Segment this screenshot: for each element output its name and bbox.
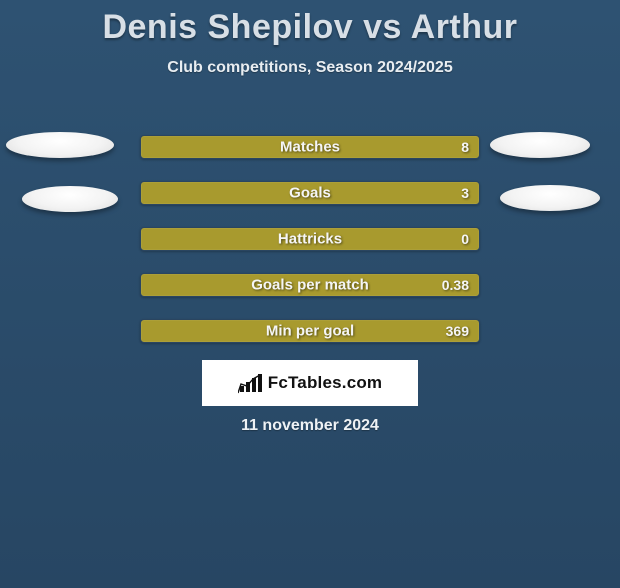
ellipse-right-0 [490, 132, 590, 158]
stat-value: 3 [461, 185, 469, 201]
footer-date: 11 november 2024 [0, 417, 620, 435]
stat-row-matches: Matches 8 [140, 135, 480, 159]
branding-text: FcTables.com [268, 373, 383, 393]
stat-label: Goals [289, 185, 331, 202]
stat-value: 369 [446, 323, 469, 339]
ellipse-left-0 [6, 132, 114, 158]
stat-value: 0.38 [442, 277, 469, 293]
stat-label: Matches [280, 139, 340, 156]
bar-chart-icon [238, 372, 264, 394]
branding-box: FcTables.com [202, 360, 418, 406]
stat-row-min-per-goal: Min per goal 369 [140, 319, 480, 343]
stat-label: Goals per match [251, 277, 369, 294]
stat-label: Hattricks [278, 231, 342, 248]
stat-row-goals-per-match: Goals per match 0.38 [140, 273, 480, 297]
stat-row-hattricks: Hattricks 0 [140, 227, 480, 251]
stat-value: 8 [461, 139, 469, 155]
stats-bars: Matches 8 Goals 3 Hattricks 0 Goals per … [140, 135, 480, 365]
ellipse-right-1 [500, 185, 600, 211]
stat-label: Min per goal [266, 323, 354, 340]
ellipse-left-1 [22, 186, 118, 212]
page-subtitle: Club competitions, Season 2024/2025 [0, 59, 620, 77]
page-title: Denis Shepilov vs Arthur [0, 8, 620, 47]
stat-value: 0 [461, 231, 469, 247]
stat-row-goals: Goals 3 [140, 181, 480, 205]
